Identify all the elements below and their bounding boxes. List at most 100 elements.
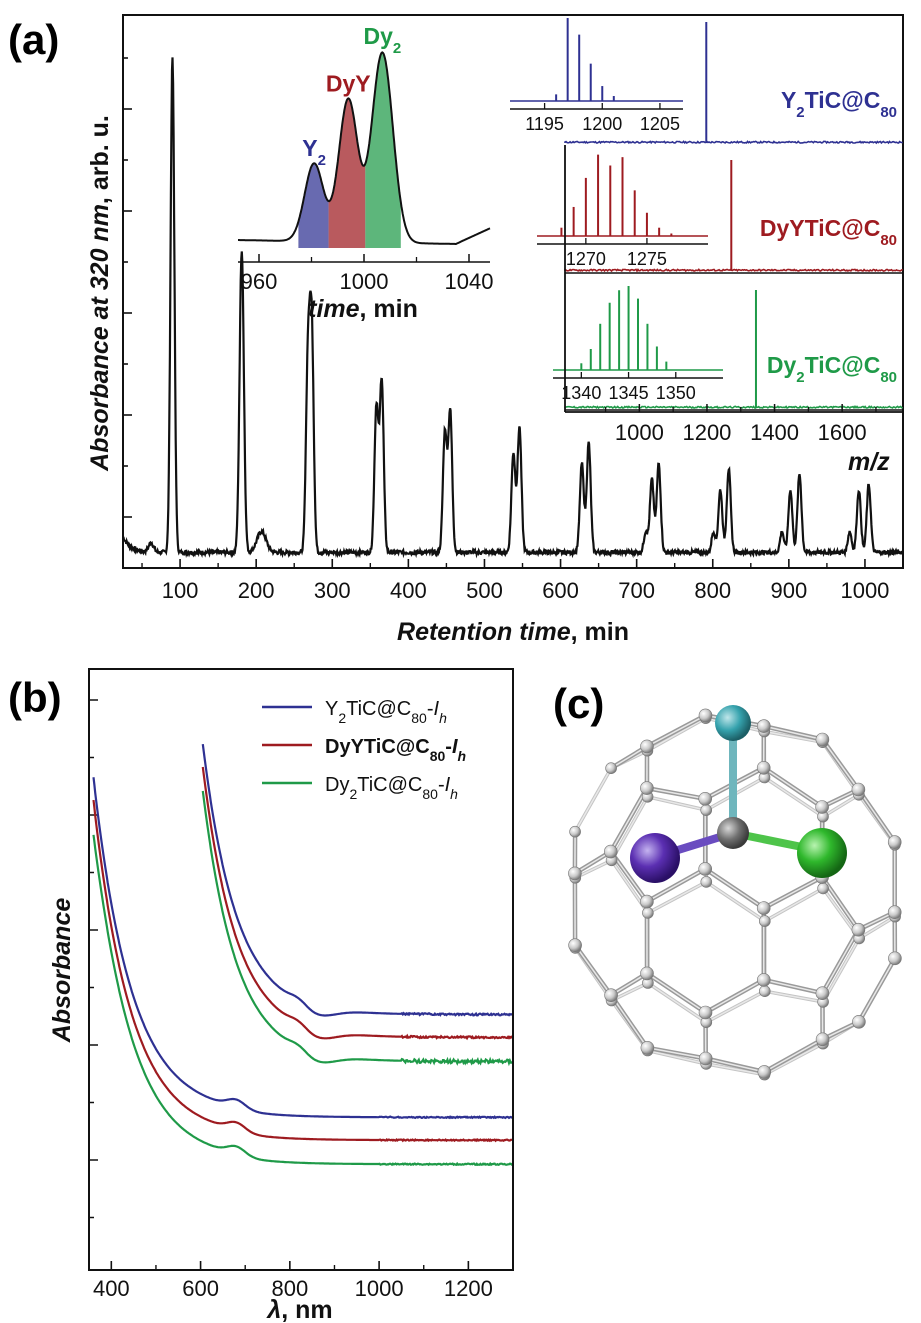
- hplc-inset-ticks: 960 1000 1040: [241, 254, 494, 294]
- cage-bond-highlight: [646, 972, 707, 1014]
- cage-carbon-atom: [640, 894, 654, 909]
- legend-label-part: I: [452, 736, 458, 758]
- cage-bond-highlight: [646, 868, 706, 903]
- ms-x-tick-label: 1200: [682, 420, 731, 445]
- hplc-x-tick-label: 960: [241, 269, 278, 294]
- cage-bond-highlight: [646, 717, 707, 752]
- cage-carbon-atom: [640, 1041, 655, 1055]
- cage-carbon-atom: [815, 800, 829, 814]
- cage-bond-highlight: [705, 990, 766, 1023]
- hplc-peak-fill-0: [298, 163, 329, 248]
- ms-isotope-inset-tick-label: 1350: [656, 383, 696, 403]
- uv-vis-curve-0: [92, 777, 514, 1120]
- ms-label-part: Dy: [767, 352, 797, 378]
- dy-atom-green: [797, 828, 847, 878]
- cage-bond-highlight: [858, 957, 896, 1023]
- legend-label-part: DyYTiC@C: [325, 736, 430, 758]
- cage-carbon-atom: [758, 915, 771, 927]
- legend-label-sub: 2: [338, 710, 346, 726]
- cage-bond-highlight: [764, 990, 824, 1003]
- cage-carbon-atom: [568, 938, 582, 953]
- cage-bond-highlight: [763, 730, 824, 743]
- cage-carbon-atom: [887, 835, 902, 849]
- legend-label-sub: h: [439, 710, 447, 726]
- cage-bond-highlight: [574, 944, 612, 996]
- cage-bond-highlight: [762, 767, 823, 808]
- legend-label-0: Y2TiC@C80-Ih: [325, 698, 447, 726]
- legend-label-part: I: [445, 774, 451, 796]
- hplc-peak-label-name: Y: [302, 135, 317, 161]
- hplc-inset-x-axis-title: time, min: [308, 295, 418, 323]
- legend-label-part: Y: [325, 698, 338, 720]
- cage-carbon-atom: [756, 973, 771, 987]
- legend-label-part: TiC@C: [357, 774, 422, 796]
- cage-carbon-atom: [815, 732, 830, 747]
- endohedral-cluster: [630, 705, 847, 883]
- chromatogram-axes-box: [122, 14, 904, 569]
- hplc-peak-label: Y2: [302, 135, 326, 169]
- uv-vis-x-tick-labels: 400 600 800 1000 1200: [93, 1276, 493, 1301]
- cage-bond-highlight: [763, 1042, 824, 1076]
- cage-bond-highlight: [763, 1038, 824, 1073]
- ms-isotope-inset-tick-label: 1345: [609, 383, 649, 403]
- ms-x-tick-label: 1400: [750, 420, 799, 445]
- cage-bond-highlight: [610, 796, 649, 862]
- chromatogram-x-tick-label: 1000: [840, 578, 889, 603]
- ms-isotope-inset-tick-label: 1195: [525, 114, 564, 134]
- uv-vis-panel: 400 600 800 1000 1200 λ, nm Absorbance Y2TiC…: [48, 668, 514, 1323]
- chromatogram-x-axis-title-italic: Retention time: [397, 618, 571, 646]
- cage-bond-highlight: [704, 979, 765, 1014]
- cage-carbon-atom: [700, 804, 713, 816]
- chromatogram-y-axis-title: Absorbance at 320 nm, arb. u.: [86, 115, 114, 472]
- cage-carbon-atom: [817, 882, 829, 895]
- legend-label-sub: 80: [411, 710, 427, 726]
- hplc-inset-x-axis-title-italic: time: [308, 295, 360, 323]
- cage-carbon-atom: [700, 876, 713, 888]
- cage-carbon-atom: [756, 719, 771, 733]
- cage-bond-highlight: [857, 788, 896, 843]
- uv-vis-curve-2: [92, 834, 514, 1167]
- ms-label-sub: 2: [796, 104, 804, 121]
- legend-label-part: TiC@C: [346, 698, 411, 720]
- chromatogram-y-axis-title-unit: , arb. u.: [86, 115, 114, 204]
- cage-bond-highlight: [646, 796, 707, 811]
- uv-vis-x-tick-label: 600: [182, 1276, 219, 1301]
- ms-label-part: DyYTiC@C: [760, 215, 880, 241]
- legend-label-part: -: [427, 698, 434, 720]
- legend-label-part: I: [434, 698, 440, 720]
- cage-bond-highlight: [574, 850, 612, 875]
- ms-label-part: TiC@C: [805, 87, 881, 113]
- hplc-peak-label-name: DyY: [326, 71, 371, 97]
- cage-carbon-atom: [756, 760, 771, 775]
- cage-bond-highlight: [646, 1047, 707, 1060]
- hplc-peak-label-name: Dy: [364, 23, 394, 49]
- ms-baseline-1: [564, 268, 904, 273]
- legend-label-part: -: [438, 774, 445, 796]
- y-atom: [630, 833, 680, 883]
- cage-carbon-atom: [756, 901, 771, 915]
- chromatogram-x-tick-label: 400: [390, 578, 427, 603]
- chromatogram-x-tick-label: 800: [694, 578, 731, 603]
- ms-compound-label-2: Dy2TiC@C80: [767, 352, 897, 386]
- cage-bond-highlight: [610, 972, 648, 996]
- hplc-x-tick-label: 1000: [340, 269, 389, 294]
- cage-carbon-atom: [852, 1014, 866, 1029]
- cage-bond-highlight: [646, 787, 706, 800]
- legend-label-1: DyYTiC@C80-Ih: [325, 736, 466, 764]
- legend-label-sub: 80: [422, 786, 438, 802]
- ms-isotope-inset-tick-label: 1205: [640, 114, 680, 134]
- nir-curve-1: [201, 766, 513, 1041]
- chromatogram-x-tick-label: 300: [314, 578, 351, 603]
- hplc-peak-label: DyY: [326, 71, 371, 97]
- legend-label-part: Dy: [325, 774, 349, 796]
- nir-curve-2: [201, 790, 514, 1067]
- chromatogram-x-tick-label: 700: [618, 578, 655, 603]
- cage-bond-highlight: [704, 1057, 766, 1073]
- uv-vis-ticks: [89, 699, 470, 1270]
- cage-carbon-atom: [642, 907, 654, 919]
- cage-bond-highlight: [647, 881, 708, 914]
- cage-bond-highlight: [647, 982, 708, 1023]
- hplc-x-tick-label: 1040: [445, 269, 494, 294]
